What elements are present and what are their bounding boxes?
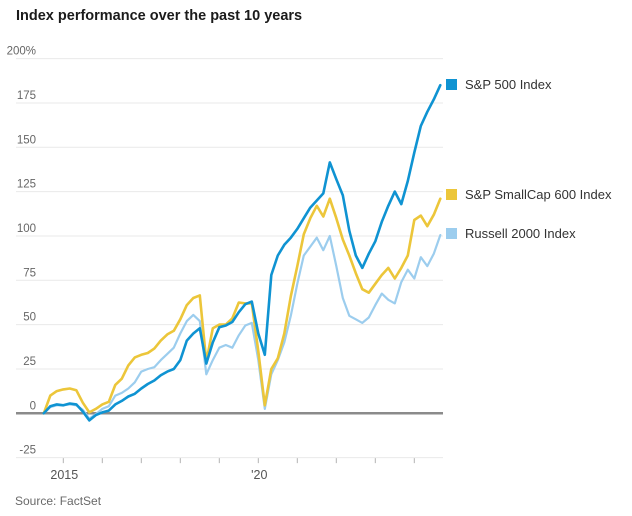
x-axis-label: 2015 <box>50 468 78 482</box>
smallcap600-legend-label: S&P SmallCap 600 Index <box>465 186 612 202</box>
y-axis-label: -25 <box>19 445 36 457</box>
series-line-russell-2000-index <box>42 234 442 420</box>
smallcap600-legend-swatch <box>446 188 457 200</box>
legend-item-russell2000: Russell 2000 Index <box>446 225 576 241</box>
sp500-legend-swatch <box>446 78 457 90</box>
series-line-s-p-500-index <box>42 83 442 422</box>
x-axis-label: '20 <box>251 468 267 482</box>
source-attribution: Source: FactSet <box>15 494 102 508</box>
y-axis-label: 125 <box>17 179 36 191</box>
series-line-s-p-smallcap-600-index <box>42 197 442 415</box>
y-axis-label: 200% <box>7 46 36 58</box>
russell2000-legend-swatch <box>446 227 457 239</box>
y-axis-label: 75 <box>23 267 36 279</box>
legend-item-smallcap600: S&P SmallCap 600 Index <box>446 186 611 202</box>
y-axis-label: 50 <box>23 312 36 324</box>
y-axis-label: 0 <box>30 400 36 412</box>
legend-item-sp500: S&P 500 Index <box>446 76 552 92</box>
y-axis-label: 175 <box>17 90 36 102</box>
russell2000-legend-label: Russell 2000 Index <box>465 225 576 241</box>
chart-title: Index performance over the past 10 years <box>16 8 303 24</box>
y-axis-label: 100 <box>17 223 36 235</box>
sp500-legend-label: S&P 500 Index <box>465 76 552 92</box>
y-axis-label: 150 <box>17 134 36 146</box>
y-axis-label: 25 <box>23 356 36 368</box>
